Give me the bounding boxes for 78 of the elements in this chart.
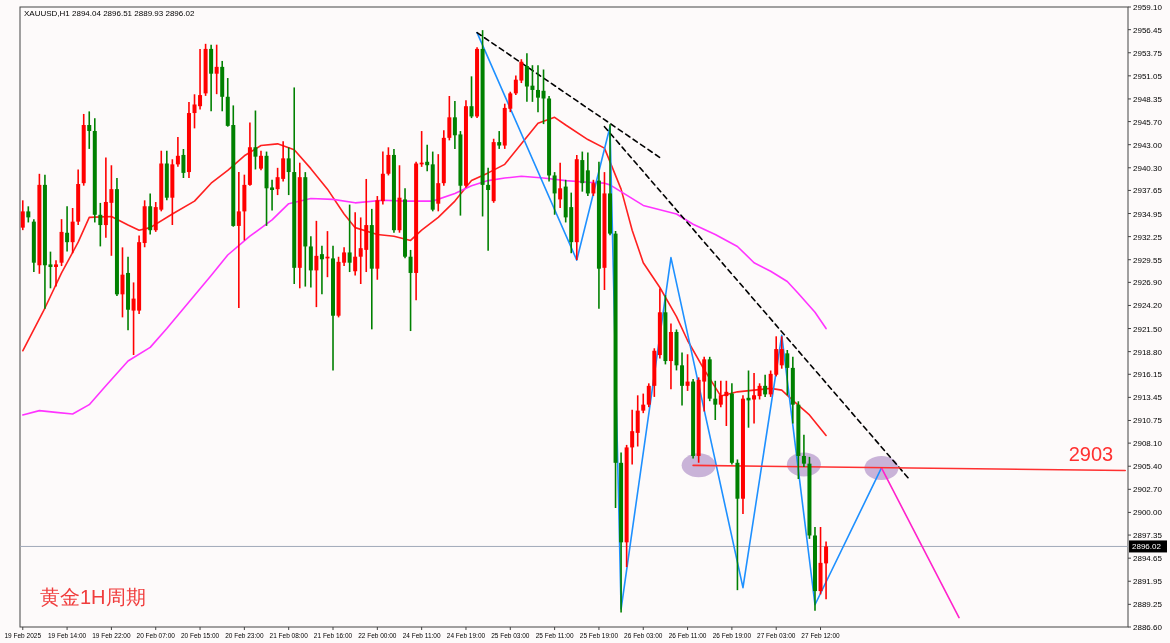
candlestick <box>308 236 313 288</box>
candlestick <box>558 162 563 208</box>
candlestick <box>175 137 180 167</box>
candlestick <box>386 147 391 176</box>
y-tick-label: 2905.40 <box>1133 462 1163 472</box>
candlestick <box>214 44 219 95</box>
y-tick-label: 2902.70 <box>1133 485 1163 495</box>
y-tick-label: 2937.65 <box>1133 186 1163 196</box>
y-tick-label: 2932.25 <box>1133 232 1163 242</box>
candlestick <box>541 69 546 125</box>
annotation: 黄金1H周期 <box>40 586 146 608</box>
y-tick-label: 2929.55 <box>1133 255 1163 265</box>
candlestick <box>408 249 413 332</box>
y-tick-label: 2913.45 <box>1133 393 1163 403</box>
candlestick <box>469 76 474 119</box>
candlestick <box>314 220 319 308</box>
y-tick-label: 2897.35 <box>1133 531 1163 541</box>
y-tick-label: 2891.95 <box>1133 577 1163 587</box>
y-tick-label: 2918.80 <box>1133 347 1163 357</box>
candlestick <box>70 208 75 254</box>
candlestick <box>713 380 718 420</box>
y-tick-label: 2953.75 <box>1133 48 1163 58</box>
candlestick <box>646 383 651 408</box>
ref-line-label: 2896.02 <box>1132 542 1162 552</box>
candlestick <box>824 541 829 600</box>
y-tick-label: 2959.10 <box>1133 3 1163 12</box>
candlestick <box>497 131 502 149</box>
y-tick-label: 2926.90 <box>1133 278 1163 288</box>
y-tick-label: 2886.60 <box>1133 623 1163 632</box>
candlestick <box>353 212 358 276</box>
y-tick-label: 2940.30 <box>1133 163 1163 173</box>
y-tick-label: 2934.95 <box>1133 209 1163 219</box>
candlestick <box>87 111 92 149</box>
candlestick <box>148 193 153 235</box>
y-tick-label: 2921.50 <box>1133 324 1163 334</box>
candlestick <box>630 409 635 465</box>
line-series <box>21 116 827 437</box>
candlestick <box>779 336 784 369</box>
candlestick <box>447 95 452 141</box>
y-tick-label: 2889.25 <box>1133 600 1163 610</box>
candlestick <box>347 204 352 273</box>
candlestick <box>535 65 540 113</box>
candlestick <box>763 374 768 397</box>
y-tick-label: 2956.45 <box>1133 25 1163 35</box>
y-tick-label: 2900.00 <box>1133 508 1163 518</box>
candlestick <box>635 395 640 447</box>
candlestick <box>552 172 557 215</box>
y-tick-label: 2945.70 <box>1133 117 1163 127</box>
candlestick <box>20 200 25 231</box>
candlestick <box>680 352 685 406</box>
y-tick-label: 2894.65 <box>1133 554 1163 564</box>
y-tick-label: 2924.20 <box>1133 301 1163 311</box>
candlestick <box>286 147 291 196</box>
series-label: 2903 <box>1068 442 1114 465</box>
candlestick <box>580 151 585 192</box>
y-tick-label: 2916.15 <box>1133 370 1163 380</box>
candlestick <box>685 354 690 391</box>
candlestick <box>54 260 59 287</box>
candlestick <box>65 206 70 252</box>
candlestick <box>436 154 441 212</box>
candlestick <box>181 149 186 178</box>
candlestick <box>641 393 646 414</box>
y-tick-label: 2910.75 <box>1133 416 1163 426</box>
candlestick <box>801 434 806 468</box>
candlestick <box>253 110 258 170</box>
y-tick-label: 2943.00 <box>1133 140 1163 150</box>
candlestick <box>319 245 324 295</box>
candlestick <box>752 373 757 424</box>
chart-title: XAUUSD,H1 2894.04 2896.51 2889.93 2896.02 <box>24 9 195 18</box>
y-tick-label: 2951.05 <box>1133 71 1163 81</box>
candlestick <box>98 202 103 247</box>
candlestick <box>785 349 790 396</box>
candlestick <box>486 167 491 251</box>
y-tick-label: 2948.35 <box>1133 94 1163 104</box>
candlestick <box>236 172 241 308</box>
candlestick <box>585 152 590 196</box>
candlestick <box>120 247 125 318</box>
y-tick-label: 2908.10 <box>1133 439 1163 449</box>
